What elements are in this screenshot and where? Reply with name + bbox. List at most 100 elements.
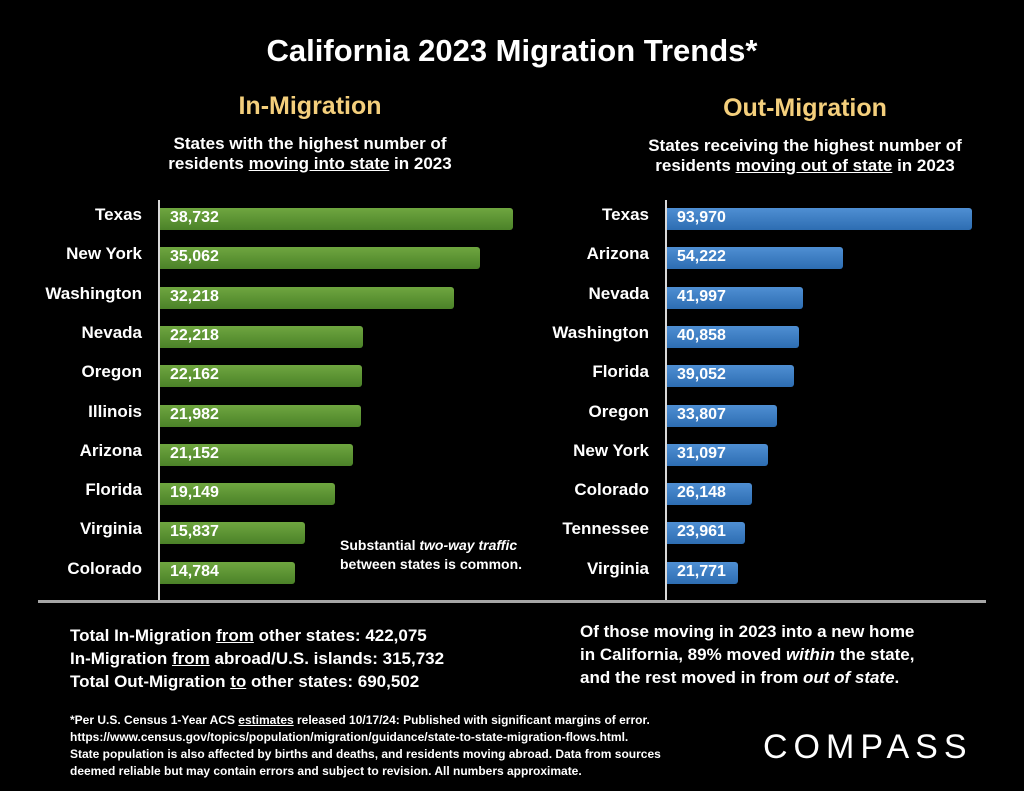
bar: [667, 443, 768, 466]
value-label: 39,052: [677, 366, 726, 384]
bar: [667, 208, 972, 230]
out-subtitle-line1: States receiving the highest number of: [648, 136, 962, 155]
bar: [160, 247, 480, 270]
value-label: 22,218: [170, 326, 219, 344]
value-label: 93,970: [677, 209, 726, 226]
value-label: 21,771: [677, 562, 726, 580]
out-axis-line: [665, 200, 667, 600]
in-axis-line: [158, 200, 160, 600]
summary-text: Of those moving in 2023 into a new home …: [580, 622, 915, 687]
bar-row: New York 31,097: [0, 440, 1024, 466]
value-label: 14,784: [170, 562, 219, 580]
category-label: Texas: [602, 205, 649, 224]
two-way-traffic-note: Substantial two-way traffic between stat…: [340, 537, 523, 572]
bar-row: Florida 39,052: [0, 362, 1024, 388]
category-label: Florida: [592, 362, 649, 382]
bar: [160, 286, 454, 309]
value-label: 54,222: [677, 248, 726, 266]
category-label: Arizona: [586, 244, 649, 264]
bar: [160, 365, 363, 388]
bar: [160, 443, 353, 466]
category-label: New York: [573, 440, 649, 460]
compass-logo: COMPASS: [763, 728, 973, 766]
category-label: Illinois: [88, 401, 142, 421]
out-migration-heading: Out-Migration: [723, 94, 887, 122]
bar-row: Arizona 54,222: [0, 244, 1024, 270]
bar-row: Washington 40,858: [0, 322, 1024, 348]
bar: [160, 522, 305, 545]
value-label: 41,997: [677, 287, 726, 305]
bar: [667, 522, 745, 545]
category-label: Virginia: [586, 558, 649, 578]
in-subtitle-line1: States with the highest number of: [173, 134, 447, 153]
bar: [667, 247, 843, 270]
value-label: 38,732: [170, 209, 219, 226]
bar-row: Oregon 33,807: [0, 401, 1024, 427]
category-label: Washington: [552, 322, 649, 342]
value-label: 31,097: [677, 444, 726, 462]
category-label: Texas: [95, 205, 142, 224]
bar-row: Oregon 22,162: [0, 362, 520, 388]
value-label: 22,162: [170, 366, 219, 384]
value-label: 26,148: [677, 484, 726, 502]
value-label: 32,218: [170, 287, 219, 305]
bar-row: Texas 93,970: [0, 205, 1024, 230]
value-label: 40,858: [677, 326, 726, 344]
bar-row: New York 35,062: [0, 244, 520, 270]
bar: [667, 561, 738, 584]
section-divider: [38, 600, 986, 603]
category-label: Oregon: [81, 362, 142, 382]
bar: [667, 404, 777, 427]
bar-row: Colorado 14,784: [0, 558, 520, 584]
bar-row: Virginia 15,837: [0, 519, 520, 545]
bar: [160, 404, 361, 427]
category-label: Virginia: [79, 519, 142, 539]
bar-row: Arizona 21,152: [0, 440, 520, 466]
bar-row: Virginia 21,771: [0, 558, 1024, 584]
bar: [667, 483, 752, 506]
total-in-migration: Total In-Migration from other states: 42…: [70, 626, 427, 645]
category-label: Washington: [45, 283, 142, 303]
category-label: Florida: [85, 480, 142, 500]
bar: [160, 483, 335, 506]
bar-row: Texas 38,732: [0, 205, 520, 230]
value-label: 35,062: [170, 248, 219, 266]
migration-totals: Total In-Migration from other states: 42…: [70, 624, 444, 693]
category-label: Nevada: [588, 283, 649, 303]
bar-row: Colorado 26,148: [0, 480, 1024, 506]
bar-row: Illinois 21,982: [0, 401, 520, 427]
bar: [667, 325, 800, 348]
value-label: 33,807: [677, 405, 726, 423]
bar: [160, 325, 363, 348]
out-migration-subtitle: States receiving the highest number of r…: [605, 136, 1005, 176]
in-migration-abroad: In-Migration from abroad/U.S. islands: 3…: [70, 649, 445, 668]
total-out-migration: Total Out-Migration to other states: 690…: [70, 672, 420, 691]
bar: [667, 365, 794, 388]
bar: [160, 208, 514, 230]
page-title: California 2023 Migration Trends*: [266, 33, 758, 68]
value-label: 23,961: [677, 523, 726, 541]
value-label: 21,152: [170, 444, 219, 462]
bar-row: Washington 32,218: [0, 283, 520, 309]
value-label: 15,837: [170, 523, 219, 541]
category-label: Colorado: [67, 558, 142, 578]
bar-row: Tennessee 23,961: [0, 519, 1024, 545]
footnote: *Per U.S. Census 1-Year ACS estimates re…: [70, 713, 661, 778]
category-label: Oregon: [588, 401, 649, 421]
category-label: New York: [66, 244, 142, 264]
in-migration-chart: Texas 38,732 New York 35,062 Washington 32,21…: [0, 200, 520, 600]
bar-row: Nevada 41,997: [0, 283, 1024, 309]
out-migration-chart: Texas 93,970 Arizona 54,222 Nevada 41,997 Wash…: [0, 200, 1024, 600]
category-label: Tennessee: [562, 519, 649, 539]
in-migration-subtitle: States with the highest number of reside…: [110, 134, 510, 174]
value-label: 19,149: [170, 484, 219, 502]
value-label: 21,982: [170, 405, 219, 423]
bar-row: Nevada 22,218: [0, 322, 520, 348]
category-label: Nevada: [81, 322, 142, 342]
in-subtitle-line2: residents moving into state in 2023: [168, 154, 452, 173]
in-migration-heading: In-Migration: [238, 92, 382, 120]
bar-row: Florida 19,149: [0, 480, 520, 506]
bar: [160, 561, 295, 584]
category-label: Arizona: [79, 440, 142, 460]
out-subtitle-line2: residents moving out of state in 2023: [655, 156, 955, 175]
